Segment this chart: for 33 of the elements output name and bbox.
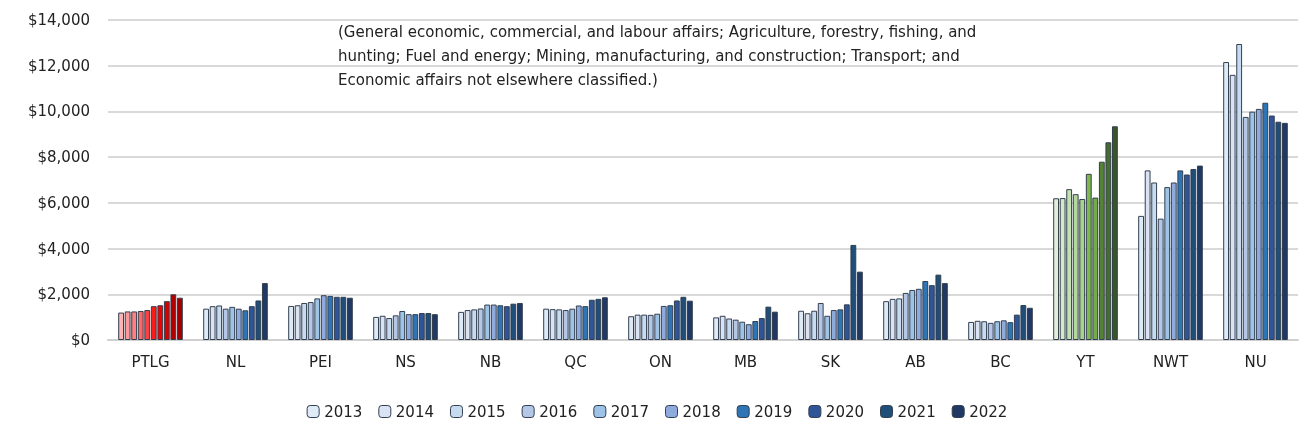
x-tick-label: NWT (1152, 352, 1189, 371)
x-tick-label: YT (1075, 352, 1096, 371)
x-tick-label: NB (479, 352, 502, 371)
y-tick-label: $12,000 (27, 56, 90, 75)
legend-label: 2022 (969, 402, 1008, 421)
y-tick-label: $4,000 (37, 239, 90, 258)
x-tick-label: ON (648, 352, 673, 371)
y-tick-label: $14,000 (27, 11, 90, 29)
legend-label: 2021 (897, 402, 936, 421)
legend-label: 2015 (467, 402, 506, 421)
x-tick-label: AB (905, 352, 926, 371)
x-tick-label: PEI (309, 352, 332, 371)
x-tick-label: NS (395, 352, 416, 371)
x-tick-label: PTLG (131, 352, 170, 371)
y-tick-label: $6,000 (37, 193, 90, 212)
legend-label: 2013 (324, 402, 363, 421)
x-tick-label: NU (1244, 352, 1267, 371)
annotation: (General economic, commercial, and labour affairs; Agriculture, forestry, fishing, and hunting; Fuel and energy; Mining, manufacturing, and construction; Transport; and Economic affairs not elsewhere classified.) (338, 23, 982, 89)
y-tick-label: $0 (70, 331, 90, 349)
legend-label: 2020 (825, 402, 865, 421)
legend-label: 2018 (682, 402, 721, 421)
x-tick-label: BC (990, 352, 1011, 371)
x-tick-label: SK (820, 352, 842, 371)
x-tick-label: MB (733, 352, 758, 371)
x-tick-label: NL (225, 352, 246, 371)
legend-label: 2016 (539, 402, 578, 421)
y-tick-label: $8,000 (37, 148, 90, 167)
legend-label: 2014 (395, 402, 434, 421)
x-tick-label: QC (564, 352, 587, 371)
y-tick-label: $2,000 (37, 285, 90, 304)
y-tick-label: $10,000 (27, 102, 90, 121)
legend-label: 2019 (754, 402, 793, 421)
legend-label: 2017 (610, 402, 650, 421)
